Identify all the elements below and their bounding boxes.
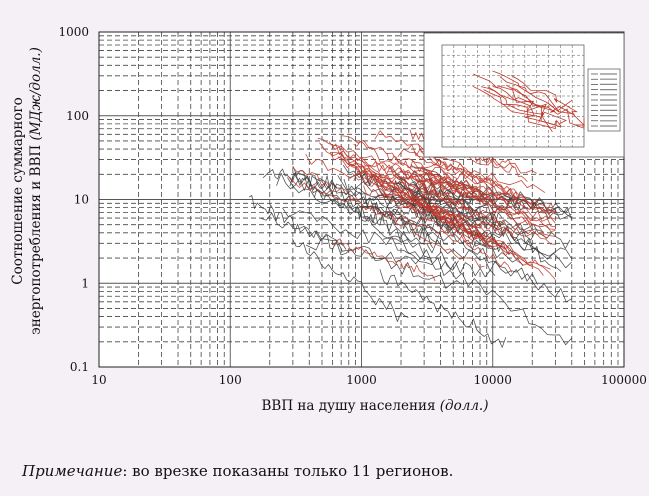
- plot-frame: [98, 31, 625, 368]
- inset-series-line: [510, 87, 586, 126]
- y-tick-label: 0.1: [70, 360, 89, 374]
- black-series-line: [314, 189, 397, 232]
- black-series-line: [306, 238, 496, 278]
- red-series-line: [425, 200, 515, 239]
- red-series-line: [340, 135, 536, 210]
- inset-chart: [423, 32, 625, 158]
- y-axis-title-line2: энергопотребления и ВВП (МДж/долл.): [28, 47, 44, 335]
- tick-labels: 10 100 1000 10000 100000 0.1 1 10 100 1000: [58, 25, 646, 387]
- y-tick-label: 100: [66, 109, 89, 123]
- black-series-line: [248, 195, 347, 250]
- red-series-line: [402, 169, 556, 227]
- x-tick-label: 10: [91, 373, 106, 387]
- inset-series-line: [511, 75, 579, 116]
- black-series-line: [394, 225, 538, 285]
- red-series-line: [380, 193, 513, 273]
- red-series-line: [331, 238, 436, 282]
- inset-series-line: [483, 89, 562, 129]
- red-series-line: [328, 141, 493, 196]
- red-series-line: [329, 152, 455, 225]
- red-series-line: [376, 175, 503, 230]
- red-series-line: [332, 143, 466, 206]
- red-series-line: [400, 186, 551, 270]
- red-series-line: [421, 163, 556, 215]
- red-series-line: [392, 173, 533, 235]
- x-axis-title: ВВП на душу населения (долл.): [262, 398, 489, 414]
- black-series-line: [262, 168, 338, 189]
- black-series-line: [382, 235, 573, 346]
- y-tick-label: 1: [81, 276, 89, 290]
- red-series-line: [397, 148, 546, 193]
- black-series-line: [282, 207, 433, 263]
- x-tick-label: 100: [219, 373, 242, 387]
- x-tick-label: 10000: [474, 373, 512, 387]
- y-tick-label: 10: [74, 193, 89, 207]
- inset-series-line: [472, 73, 547, 124]
- y-tick-label: 1000: [58, 25, 89, 39]
- red-series-group: [288, 129, 556, 282]
- red-series-line: [424, 145, 556, 215]
- chart-note: Примечание: во врезке показаны только 11…: [22, 462, 453, 480]
- red-series-line: [406, 171, 489, 200]
- red-series-line: [351, 165, 439, 197]
- red-series-line: [288, 176, 474, 245]
- red-series-line: [317, 137, 477, 239]
- y-axis-title-line1: Соотношение суммарного: [10, 97, 26, 285]
- x-tick-label: 100000: [601, 373, 647, 387]
- black-series-line: [343, 178, 434, 249]
- inset-series-line: [499, 76, 575, 115]
- red-series-line: [413, 150, 556, 215]
- red-series-line: [366, 178, 556, 280]
- black-series-line: [379, 269, 507, 348]
- x-tick-label: 1000: [346, 373, 377, 387]
- red-series-line: [430, 166, 556, 224]
- red-series-line: [416, 179, 501, 225]
- black-series-line: [291, 238, 409, 322]
- black-series-line: [404, 215, 572, 303]
- black-series-line: [359, 205, 490, 250]
- note-label: Примечание: [22, 462, 123, 480]
- red-series-line: [291, 166, 485, 268]
- black-series-line: [353, 170, 438, 204]
- inset-series-line: [472, 85, 562, 128]
- red-series-line: [351, 172, 503, 247]
- red-series-line: [388, 171, 556, 230]
- red-series-line: [348, 161, 453, 220]
- note-text: : во врезке показаны только 11 регионов.: [122, 462, 454, 480]
